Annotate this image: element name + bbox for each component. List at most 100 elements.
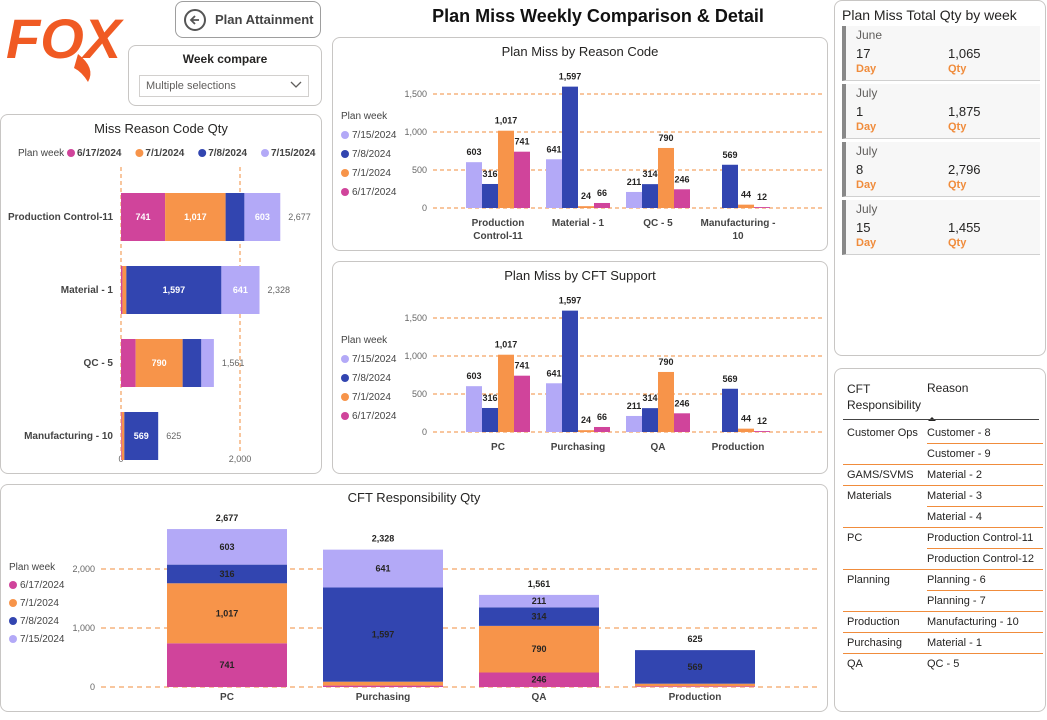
bar-production-control-11-7-1-2024[interactable] [498,130,514,208]
legend-item-7-8-2024[interactable]: 7/8/2024 [208,148,247,159]
bar-segment-purchasing-7-15-2024[interactable] [323,549,443,588]
bar-material-1-7-8-2024[interactable] [562,86,578,208]
bar-segment-production-7-8-2024[interactable] [635,650,755,684]
legend-item-7-15-2024[interactable]: 7/15/2024 [352,130,397,141]
bar-purchasing-7-1-2024[interactable] [578,430,594,432]
bar-segment-qc-5-7-8-2024[interactable] [182,339,202,387]
bar-pc-6-17-2024[interactable] [514,375,530,432]
bar-production-7-8-2024[interactable] [722,388,738,432]
bar-segment-qa-7-1-2024[interactable] [479,625,599,673]
bar-qa-6-17-2024[interactable] [674,413,690,432]
bar-segment-pc-6-17-2024[interactable] [167,643,287,687]
bar-production-7-1-2024[interactable] [738,428,754,432]
bar-production-control-11-7-8-2024[interactable] [482,183,498,208]
table-row[interactable]: Production Control-12 [843,549,1043,570]
legend-title: Plan week [341,111,388,122]
bar-segment-production-control-11-7-1-2024[interactable] [165,193,226,241]
bar-purchasing-7-8-2024[interactable] [562,310,578,432]
data-label: 246 [531,675,546,685]
bar-purchasing-7-15-2024[interactable] [546,383,562,432]
bar-segment-qa-7-8-2024[interactable] [479,607,599,626]
cell-reason: Planning - 7 [927,595,986,607]
legend-item-6-17-2024[interactable]: 6/17/2024 [352,187,397,198]
table-row[interactable]: Materials Material - 3 [843,486,1043,507]
bar-manufacturing-10-6-17-2024[interactable] [754,207,770,208]
bar-segment-material-1-6-17-2024[interactable] [121,266,123,314]
bar-segment-pc-7-1-2024[interactable] [167,583,287,644]
bar-segment-qa-6-17-2024[interactable] [479,672,599,687]
bar-segment-production-control-11-6-17-2024[interactable] [121,193,166,241]
week-compare-dropdown[interactable]: Multiple selections [139,75,309,97]
bar-segment-qa-7-15-2024[interactable] [479,594,599,608]
bar-material-1-7-15-2024[interactable] [546,159,562,208]
plan-attainment-button[interactable]: Plan Attainment [175,1,321,38]
bar-segment-purchasing-7-8-2024[interactable] [323,587,443,682]
legend-item-6-17-2024[interactable]: 6/17/2024 [352,411,397,422]
column-header-reason[interactable]: Reason [927,381,969,395]
bar-production-control-11-6-17-2024[interactable] [514,151,530,208]
bar-production-control-11-7-15-2024[interactable] [466,162,482,208]
legend-item-7-1-2024[interactable]: 7/1/2024 [352,168,391,179]
table-row[interactable]: GAMS/SVMS Material - 2 [843,465,1043,486]
legend-item-7-15-2024[interactable]: 7/15/2024 [271,148,316,159]
row-divider [927,443,1043,444]
bar-segment-qc-5-7-1-2024[interactable] [135,339,183,387]
bar-pc-7-8-2024[interactable] [482,407,498,432]
legend-item-7-8-2024[interactable]: 7/8/2024 [352,373,391,384]
bar-production-6-17-2024[interactable] [754,431,770,432]
bar-purchasing-6-17-2024[interactable] [594,426,610,432]
bar-segment-material-1-7-8-2024[interactable] [126,266,222,314]
table-row[interactable]: QA QC - 5 [843,654,1043,675]
bar-segment-production-7-1-2024[interactable] [635,683,755,687]
cell-cft: Planning [847,574,890,586]
bar-segment-manufacturing-10-7-8-2024[interactable] [124,412,159,460]
column-header-cft[interactable]: CFT Responsibility [847,382,922,412]
bar-qc-5-7-8-2024[interactable] [642,184,658,208]
bar-manufacturing-10-7-8-2024[interactable] [722,164,738,208]
bar-segment-manufacturing-10-7-1-2024[interactable] [121,412,125,460]
bar-segment-purchasing-6-17-2024[interactable] [323,685,443,687]
legend-item-6-17-2024[interactable]: 6/17/2024 [20,580,65,591]
bar-segment-qc-5-7-15-2024[interactable] [201,339,214,387]
bar-segment-pc-7-15-2024[interactable] [167,529,287,565]
legend-item-7-1-2024[interactable]: 7/1/2024 [20,598,59,609]
legend-item-6-17-2024[interactable]: 6/17/2024 [77,148,122,159]
table-row[interactable]: Purchasing Material - 1 [843,633,1043,654]
bar-material-1-6-17-2024[interactable] [594,202,610,208]
legend-item-7-15-2024[interactable]: 7/15/2024 [352,354,397,365]
x-category-label: Production [669,692,722,703]
bar-segment-production-6-17-2024[interactable] [635,686,755,687]
bar-pc-7-15-2024[interactable] [466,386,482,432]
bar-segment-material-1-7-15-2024[interactable] [221,266,260,314]
card-month: July [856,86,878,100]
table-row[interactable]: PC Production Control-11 [843,528,1043,549]
bar-manufacturing-10-7-1-2024[interactable] [738,204,754,208]
table-row[interactable]: Material - 4 [843,507,1043,528]
bar-qa-7-15-2024[interactable] [626,415,642,432]
bar-segment-purchasing-7-1-2024[interactable] [323,681,443,686]
bar-segment-pc-7-8-2024[interactable] [167,564,287,584]
table-row[interactable]: Production Manufacturing - 10 [843,612,1043,633]
bar-qa-7-8-2024[interactable] [642,408,658,432]
legend-item-7-8-2024[interactable]: 7/8/2024 [20,616,59,627]
bar-material-1-7-1-2024[interactable] [578,206,594,208]
bar-qc-5-6-17-2024[interactable] [674,189,690,208]
bar-segment-qc-5-6-17-2024[interactable] [121,339,136,387]
bar-segment-production-control-11-7-8-2024[interactable] [225,193,245,241]
bar-qa-7-1-2024[interactable] [658,371,674,432]
table-row[interactable]: Planning - 7 [843,591,1043,612]
table-row[interactable]: Customer - 9 [843,444,1043,465]
data-label: 569 [134,431,149,441]
legend-item-7-1-2024[interactable]: 7/1/2024 [145,148,184,159]
table-row[interactable]: Customer Ops Customer - 8 [843,423,1043,444]
bar-segment-manufacturing-10-6-17-2024[interactable] [121,412,122,460]
legend-item-7-15-2024[interactable]: 7/15/2024 [20,634,65,645]
table-row[interactable]: Planning Planning - 6 [843,570,1043,591]
bar-pc-7-1-2024[interactable] [498,354,514,432]
legend-item-7-1-2024[interactable]: 7/1/2024 [352,392,391,403]
bar-segment-material-1-7-1-2024[interactable] [122,266,127,314]
bar-segment-production-control-11-7-15-2024[interactable] [244,193,281,241]
legend-item-7-8-2024[interactable]: 7/8/2024 [352,149,391,160]
bar-qc-5-7-1-2024[interactable] [658,147,674,208]
bar-qc-5-7-15-2024[interactable] [626,191,642,208]
